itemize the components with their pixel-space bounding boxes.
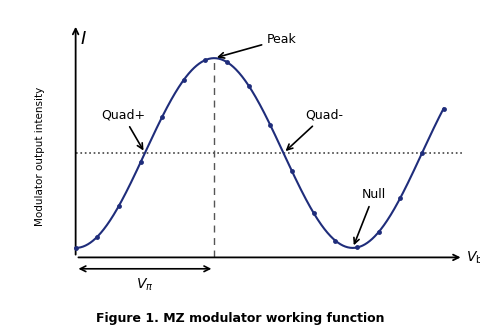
Text: Null: Null: [354, 188, 386, 244]
Text: Modulator output intensity: Modulator output intensity: [36, 87, 45, 226]
Text: Quad-: Quad-: [287, 109, 344, 150]
Text: $V_{\rm bias}$: $V_{\rm bias}$: [466, 249, 480, 266]
Text: I: I: [81, 30, 86, 48]
Text: Peak: Peak: [219, 33, 297, 58]
Text: Figure 1. MZ modulator working function: Figure 1. MZ modulator working function: [96, 312, 384, 325]
Text: $V_{\pi}$: $V_{\pi}$: [136, 277, 154, 293]
Text: Quad+: Quad+: [101, 109, 145, 149]
